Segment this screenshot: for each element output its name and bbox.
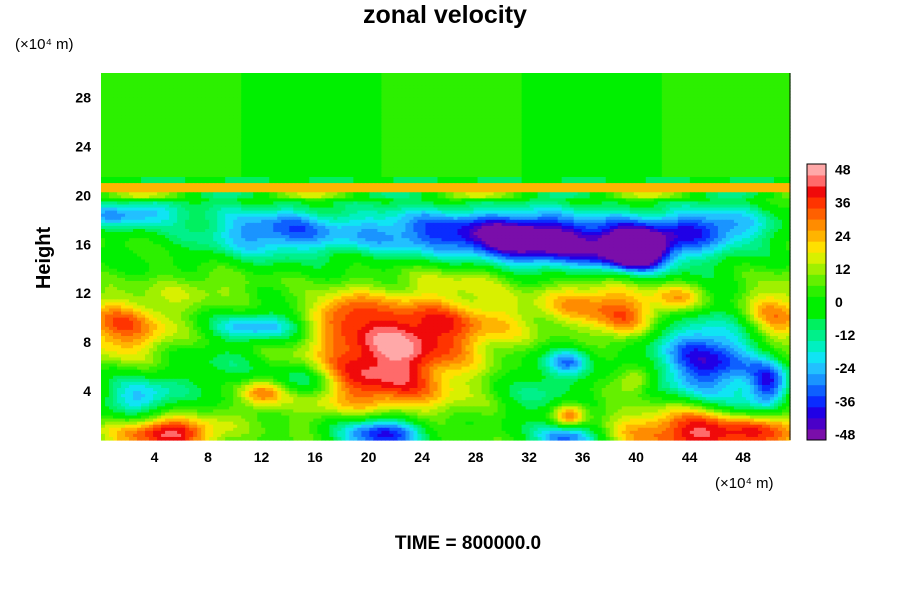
colorbar-tick-label: 48 — [835, 162, 851, 178]
y-tick-label: 28 — [75, 89, 91, 105]
colorbar-swatch — [807, 373, 826, 386]
x-tick-label: 16 — [307, 449, 323, 465]
colorbar-swatch — [807, 175, 826, 187]
colorbar-tick-label: -48 — [835, 426, 855, 442]
x-tick-label: 24 — [414, 449, 430, 465]
colorbar-swatch — [807, 208, 826, 220]
colorbar-tick-label: -24 — [835, 360, 855, 376]
x-tick-label: 12 — [254, 449, 270, 465]
colorbar-tick-label: 24 — [835, 228, 851, 244]
colorbar-swatch — [807, 252, 826, 264]
colorbar-swatch — [807, 285, 826, 297]
y-tick-label: 24 — [75, 138, 91, 154]
y-axis-unit-label: (×10⁴ m) — [15, 36, 74, 53]
y-axis-label: Height — [33, 227, 55, 290]
colorbar-tick-label: 0 — [835, 294, 843, 310]
x-tick-label: 36 — [575, 449, 591, 465]
x-tick-label: 44 — [682, 449, 698, 465]
y-tick-label: 4 — [83, 383, 91, 399]
colorbar: 48 36 24 12 0 -12 -24 -36 -48 — [806, 162, 855, 442]
x-tick-label: 28 — [468, 449, 484, 465]
colorbar-tick-label: 12 — [835, 261, 851, 277]
colorbar-swatch — [807, 351, 826, 364]
colorbar-swatch — [807, 362, 826, 375]
y-tick-label: 12 — [75, 285, 91, 301]
colorbar-swatch — [807, 307, 826, 319]
colorbar-swatch — [807, 263, 826, 275]
colorbar-swatch — [807, 417, 826, 430]
colorbar-swatch — [807, 428, 826, 441]
colorbar-swatch — [807, 197, 826, 209]
time-label: TIME = 800000.0 — [395, 533, 541, 554]
colorbar-swatch — [807, 296, 826, 308]
colorbar-swatch — [807, 186, 826, 198]
colorbar-swatch — [807, 340, 826, 353]
colorbar-swatch — [807, 219, 826, 231]
x-axis-unit-label: (×10⁴ m) — [715, 475, 774, 492]
colorbar-tick-label: -12 — [835, 327, 855, 343]
x-tick-label: 48 — [735, 449, 751, 465]
x-tick-label: 20 — [361, 449, 377, 465]
colorbar-swatch — [807, 274, 826, 286]
colorbar-swatch — [807, 384, 826, 397]
colorbar-swatch — [807, 241, 826, 253]
y-tick-label: 16 — [75, 236, 91, 252]
colorbar-swatch — [807, 329, 826, 342]
colorbar-tick-label: -36 — [835, 393, 855, 409]
colorbar-tick-label: 36 — [835, 195, 851, 211]
x-tick-label: 32 — [521, 449, 537, 465]
colorbar-swatch — [807, 164, 826, 176]
y-tick-label: 8 — [83, 334, 91, 350]
x-tick-label: 40 — [628, 449, 644, 465]
y-tick-label: 20 — [75, 187, 91, 203]
colorbar-swatch — [807, 395, 826, 408]
x-tick-label: 8 — [204, 449, 212, 465]
x-tick-label: 4 — [151, 449, 159, 465]
chart-title: zonal velocity — [363, 1, 527, 29]
colorbar-swatch — [807, 318, 826, 330]
heatmap-field — [101, 73, 791, 441]
colorbar-swatch — [807, 230, 826, 242]
colorbar-swatch — [807, 406, 826, 419]
